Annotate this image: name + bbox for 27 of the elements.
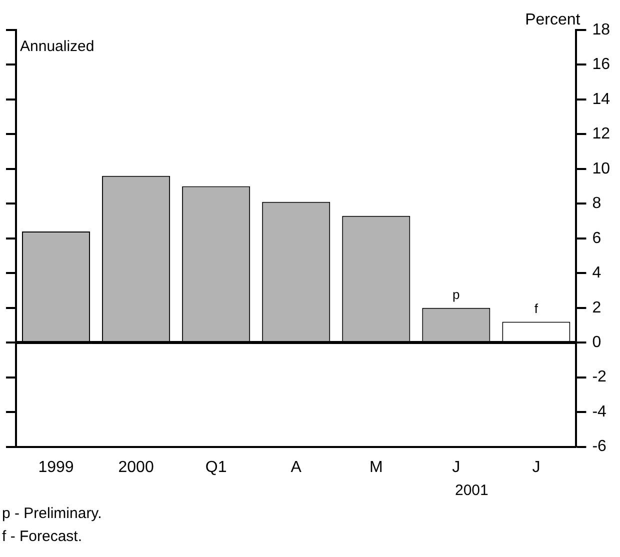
annotation: Annualized [20, 38, 94, 55]
x-tick-label: J [532, 458, 540, 476]
y-tick-label: 8 [592, 195, 602, 212]
y-tick-label: 16 [592, 56, 610, 74]
x-tick-label: 2000 [118, 458, 154, 476]
x-tick-label: J [452, 458, 460, 476]
y-tick-label: 0 [592, 334, 602, 352]
y-tick-label: 6 [592, 230, 602, 247]
y-tick-label: 12 [592, 126, 610, 143]
y-tick-label: 4 [592, 264, 602, 282]
y-tick-label: 14 [592, 90, 610, 108]
y-tick-label: 18 [592, 21, 610, 38]
y-tick-label: 2 [592, 299, 602, 316]
x-tick-label: M [369, 458, 383, 476]
y-tick-label: -6 [592, 438, 607, 456]
y-axis-title: Percent [525, 11, 581, 28]
text: 2001 [455, 482, 488, 499]
y-tick-label: -2 [592, 368, 607, 386]
y-tick-label: 10 [592, 160, 610, 178]
x-tick-label: A [290, 458, 302, 476]
data-label: p [452, 286, 460, 302]
y-tick-label: -4 [592, 403, 607, 420]
text: f - Forecast. [2, 528, 82, 545]
x-tick-label: 1999 [38, 458, 74, 476]
data-label: f [534, 300, 538, 316]
x-tick-label: Q1 [205, 458, 227, 476]
text: p - Preliminary. [2, 505, 102, 522]
